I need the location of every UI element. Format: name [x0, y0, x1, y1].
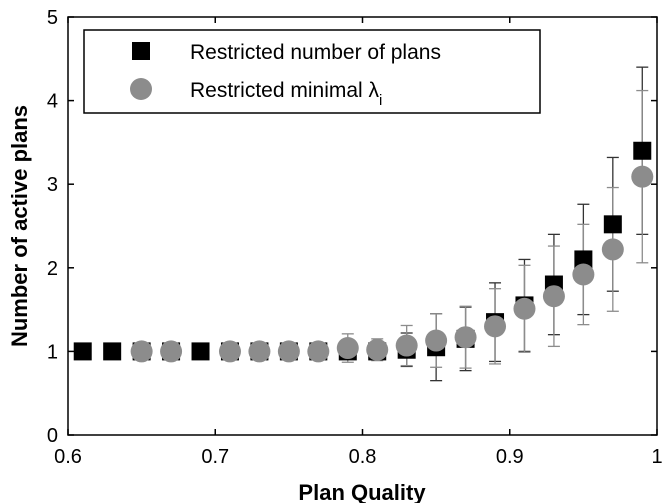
point-restricted-minimal: [425, 329, 448, 352]
point-restricted-minimal: [218, 340, 241, 363]
y-tick-label: 0: [47, 425, 58, 447]
point-restricted-minimal: [542, 285, 565, 308]
point-restricted-minimal: [395, 334, 418, 357]
y-tick-label: 3: [47, 174, 58, 196]
x-tick-label: 0.7: [201, 446, 229, 468]
point-restricted-minimal: [336, 337, 359, 360]
point-restricted-minimal: [366, 338, 389, 361]
x-axis-title: Plan Quality: [298, 480, 426, 503]
point-restricted-minimal: [277, 340, 300, 363]
point-restricted-minimal: [248, 340, 271, 363]
point-restricted-number: [191, 342, 210, 361]
point-restricted-minimal: [307, 340, 330, 363]
point-restricted-minimal: [160, 340, 183, 363]
point-restricted-number: [574, 250, 593, 269]
x-tick-label: 1: [651, 446, 662, 468]
point-restricted-minimal: [572, 263, 595, 286]
point-restricted-number: [603, 215, 622, 234]
x-tick-label: 0.8: [349, 446, 377, 468]
legend: Restricted number of plans Restricted mi…: [83, 29, 541, 114]
point-restricted-minimal: [130, 340, 153, 363]
legend-label-subscript: i: [379, 92, 382, 109]
legend-marker-circle: [130, 78, 152, 100]
point-restricted-number: [103, 342, 122, 361]
legend-marker-square: [132, 42, 150, 60]
legend-label-restricted-minimal: Restricted minimal λi: [190, 79, 382, 109]
data-markers: [73, 141, 654, 363]
legend-label-restricted-number: Restricted number of plans: [190, 41, 441, 64]
point-restricted-number: [633, 141, 652, 160]
point-restricted-minimal: [631, 165, 654, 188]
point-restricted-minimal: [601, 238, 624, 261]
y-tick-label: 2: [47, 258, 58, 280]
y-tick-label: 5: [47, 7, 58, 29]
y-tick-label: 4: [47, 91, 58, 113]
y-tick-label: 1: [47, 341, 58, 363]
point-restricted-number: [73, 342, 92, 361]
point-restricted-minimal: [513, 297, 536, 320]
legend-label-lambda: Restricted minimal λ: [190, 79, 380, 102]
point-restricted-minimal: [454, 326, 477, 349]
x-tick-label: 0.6: [54, 446, 82, 468]
x-tick-label: 0.9: [496, 446, 524, 468]
y-axis-title: Number of active plans: [7, 105, 32, 347]
axis-ticks: 0.6 0.7 0.8 0.9 1 0 1 2 3 4 5: [47, 7, 663, 468]
legend-box: [83, 29, 541, 114]
point-restricted-minimal: [484, 315, 507, 338]
